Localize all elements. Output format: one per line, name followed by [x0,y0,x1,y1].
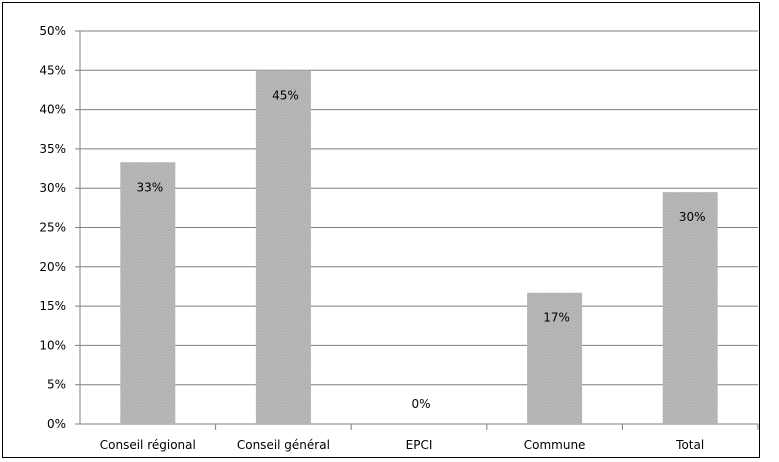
y-tick-label: 40% [39,103,66,117]
bar [527,292,583,424]
bar-data-label: 33% [136,180,163,194]
bar [120,162,176,424]
y-tick-label: 5% [47,378,66,392]
bar-data-label: 30% [679,210,706,224]
y-tick-label: 35% [39,142,66,156]
x-category-label: EPCI [406,438,433,452]
y-tick-label: 50% [39,24,66,38]
bars [120,70,718,425]
y-tick-label: 30% [39,181,66,195]
x-category-label: Conseil régional [100,438,196,452]
x-category-label: Total [675,438,704,452]
y-tick-label: 25% [39,221,66,235]
y-tick-label: 15% [39,299,66,313]
x-category-label: Conseil général [237,438,330,452]
x-category-label: Commune [524,438,586,452]
y-tick-label: 0% [47,417,66,431]
gridlines [80,30,758,386]
bar-data-label: 45% [272,88,299,102]
bar [255,70,311,425]
bar-data-label: 17% [543,311,570,325]
bar-data-label: 0% [411,397,430,411]
y-tick-label: 45% [39,63,66,77]
y-tick-label: 10% [39,338,66,352]
bar [662,192,718,424]
axes [75,30,759,430]
labels: 0% 5% 10% 15% 20% 25% 30% 35% 40% 45% 50% Conseil r… [39,24,705,452]
y-tick-label: 20% [39,260,66,274]
